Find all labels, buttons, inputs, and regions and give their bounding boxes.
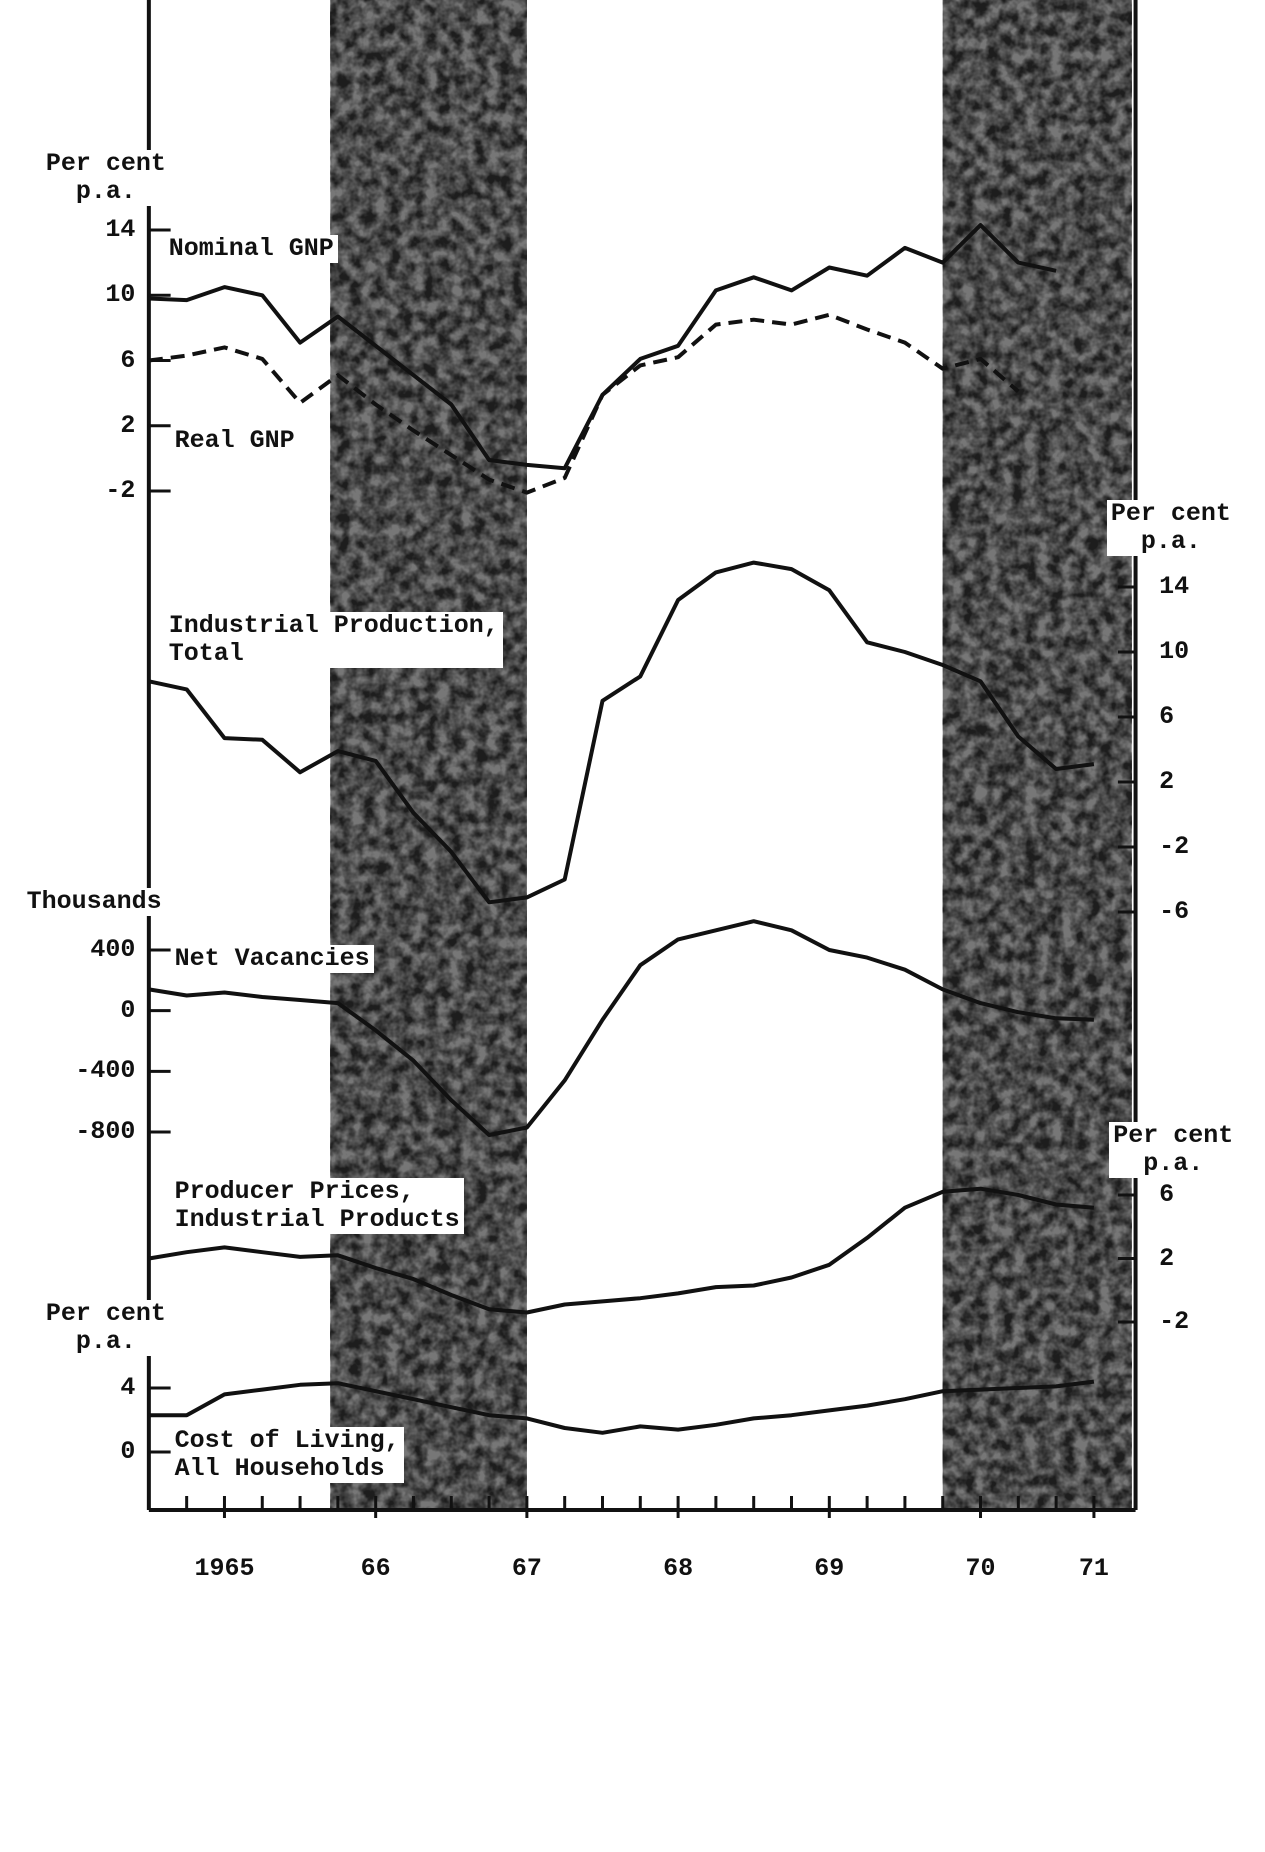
series-label: Industrial Production, Total [164, 612, 503, 668]
y-axis-title: Thousands [22, 888, 166, 916]
y-tick-label: 6 [1159, 1180, 1175, 1209]
x-tick-label: 66 [360, 1554, 391, 1583]
y-tick-label: 2 [1159, 767, 1175, 796]
y-tick-label: -2 [105, 476, 136, 505]
x-tick-label: 70 [965, 1554, 996, 1583]
shading-layer [330, 0, 1132, 1510]
series-line [148, 1379, 1095, 1435]
series-line [148, 919, 1094, 1137]
series-label: Real GNP [170, 427, 299, 455]
shaded-texture [330, 0, 527, 1510]
y-tick-label: 0 [120, 1437, 136, 1466]
y-tick-label: 14 [105, 215, 136, 244]
y-tick-label: 10 [105, 280, 136, 310]
series-label: Net Vacancies [170, 945, 374, 973]
series-line [148, 312, 1020, 495]
y-tick-label: -6 [1159, 897, 1190, 926]
y-tick-label: 6 [120, 345, 136, 375]
y-axis-title: Per cent p.a. [1106, 500, 1235, 556]
y-axis-title: Per cent p.a. [41, 150, 170, 206]
x-tick-label: 68 [663, 1554, 694, 1583]
y-tick-label: 0 [120, 995, 136, 1025]
y-tick-label: 2 [120, 410, 136, 440]
y-tick-label: 10 [1159, 637, 1190, 666]
y-tick-label: 400 [90, 935, 136, 964]
x-tick-label: 1965 [194, 1554, 255, 1583]
series-label: Cost of Living, All Households [170, 1427, 404, 1483]
x-tick-label: 69 [814, 1554, 845, 1583]
series-label: Nominal GNP [164, 235, 338, 263]
y-tick-label: 6 [1159, 702, 1175, 731]
x-tick-label: 71 [1078, 1554, 1109, 1583]
plot-layer [146, 0, 1138, 1518]
series-line [148, 1186, 1095, 1315]
y-tick-label: -800 [75, 1117, 136, 1146]
x-tick-label: 67 [511, 1554, 542, 1583]
y-axis-title: Per cent p.a. [1109, 1122, 1238, 1178]
y-tick-label: 4 [120, 1373, 136, 1402]
y-tick-label: -400 [75, 1056, 136, 1086]
y-tick-label: 14 [1159, 572, 1190, 601]
y-tick-label: 2 [1159, 1243, 1175, 1273]
y-tick-label: -2 [1159, 832, 1190, 861]
series-label: Producer Prices, Industrial Products [170, 1178, 464, 1234]
y-tick-label: -2 [1159, 1307, 1190, 1336]
series-line [148, 560, 1095, 905]
y-axis-title: Per cent p.a. [41, 1300, 170, 1356]
